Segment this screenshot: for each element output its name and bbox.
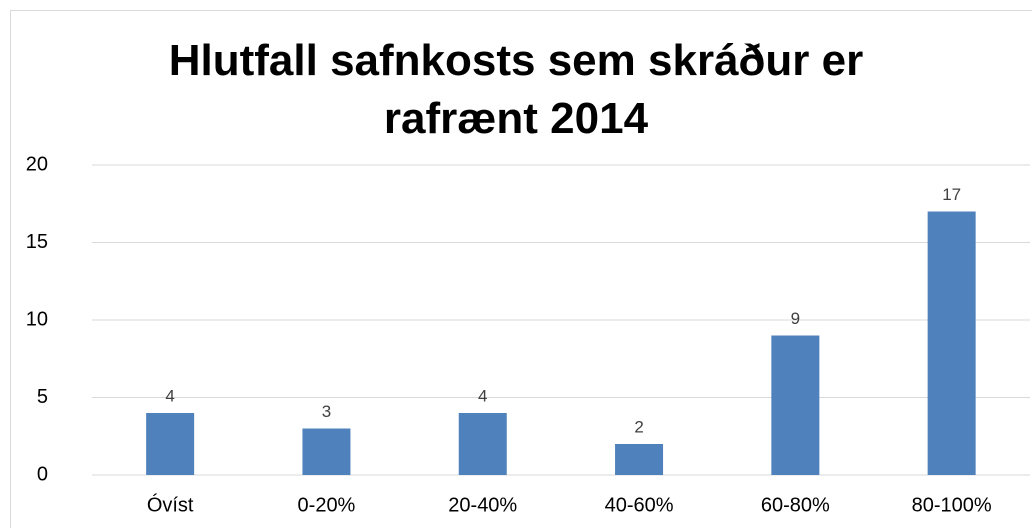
y-tick-label: 10 bbox=[26, 308, 48, 330]
bar bbox=[458, 413, 507, 475]
data-label: 2 bbox=[634, 417, 643, 436]
y-tick-label: 0 bbox=[37, 463, 48, 485]
data-label: 17 bbox=[942, 185, 961, 204]
bar bbox=[302, 428, 351, 475]
x-tick-label: 60-80% bbox=[761, 494, 830, 516]
data-label: 4 bbox=[478, 386, 487, 405]
x-tick-label: Óvíst bbox=[147, 493, 194, 516]
x-tick-label: 40-60% bbox=[605, 494, 674, 516]
bar bbox=[927, 211, 976, 475]
bar bbox=[615, 444, 664, 475]
bar bbox=[146, 413, 195, 475]
data-label: 4 bbox=[165, 386, 174, 405]
x-tick-label: 0-20% bbox=[298, 494, 356, 516]
y-tick-label: 15 bbox=[26, 231, 48, 253]
x-tick-label: 20-40% bbox=[448, 494, 517, 516]
x-tick-label: 80-100% bbox=[912, 494, 992, 516]
y-tick-label: 5 bbox=[37, 386, 48, 408]
chart-title: Hlutfall safnkosts sem skráður er rafræn… bbox=[168, 36, 864, 143]
data-label: 3 bbox=[322, 402, 331, 421]
bar bbox=[771, 335, 820, 475]
chart-frame bbox=[10, 10, 1032, 528]
data-label: 9 bbox=[791, 309, 800, 328]
y-tick-label: 20 bbox=[26, 153, 48, 175]
